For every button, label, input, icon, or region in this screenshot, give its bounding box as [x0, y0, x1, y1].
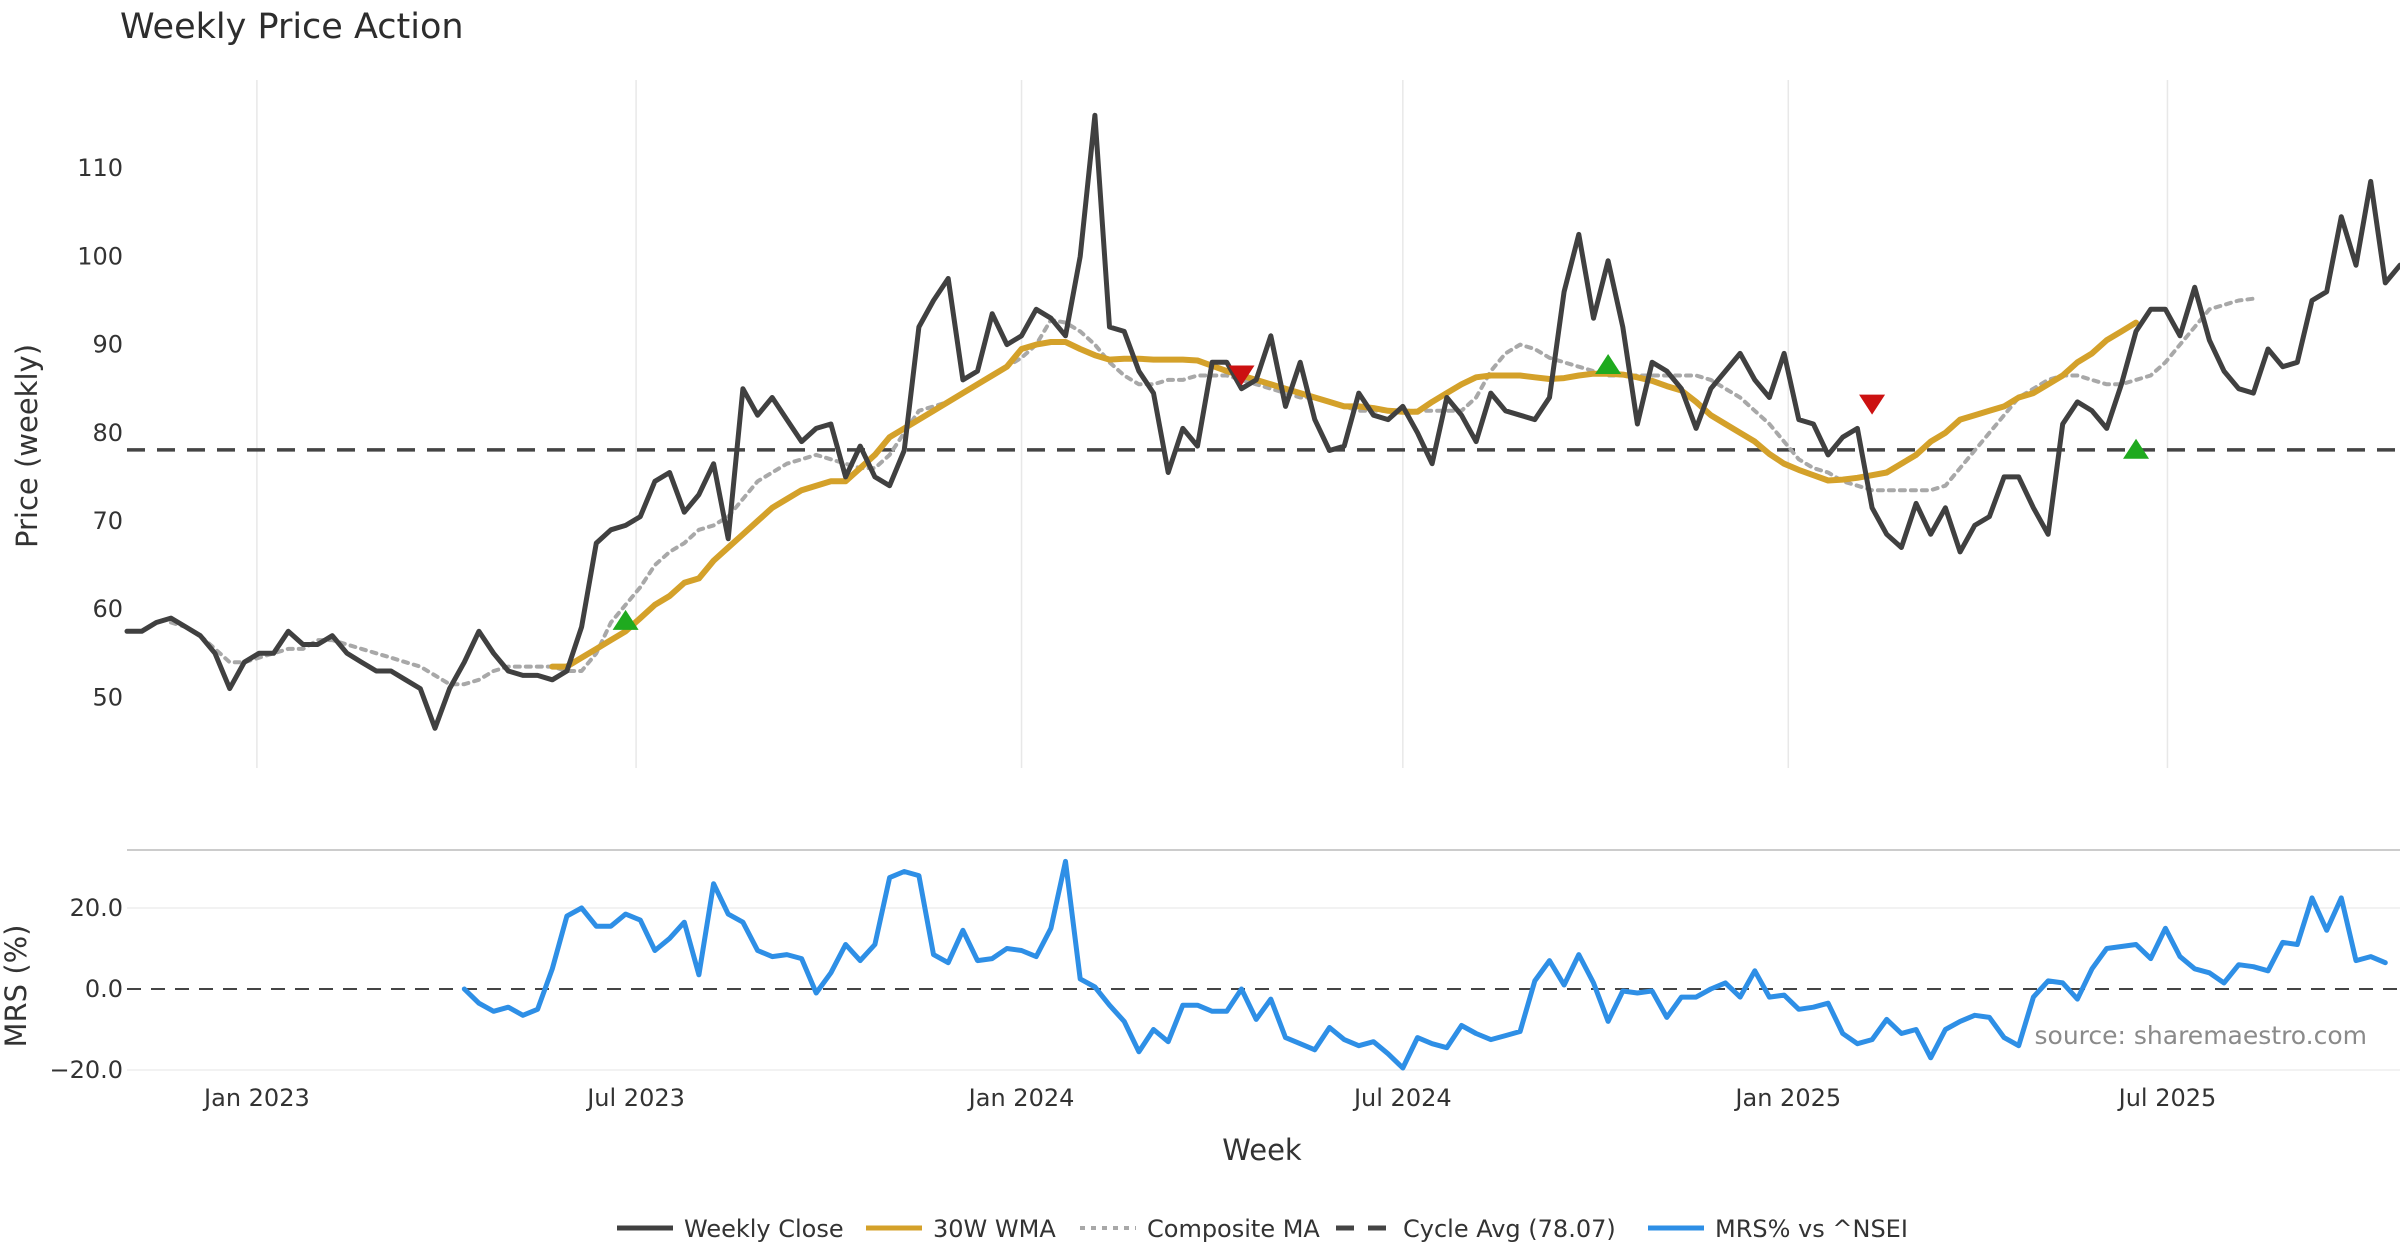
x-tick-label: Jan 2025 [1733, 1084, 1841, 1112]
mrs-panel: 20.0 0.0 −20.0 MRS (%) source: sharemaestr… [0, 858, 2400, 1084]
legend-label: Composite MA [1147, 1215, 1320, 1243]
x-axis-label: Week [1222, 1133, 1302, 1167]
x-tick-label: Jan 2023 [202, 1084, 310, 1112]
legend-label: MRS% vs ^NSEI [1715, 1215, 1908, 1243]
legend-label: 30W WMA [933, 1215, 1056, 1243]
price-y-tick-label: 70 [92, 507, 123, 535]
series-composite-ma [169, 296, 2256, 687]
price-y-ticks: 50 60 70 80 90 100 110 [77, 154, 123, 711]
series-weekly-close [124, 112, 2400, 731]
buy-signal-marker [1595, 354, 1622, 375]
price-y-tick-label: 60 [92, 595, 123, 623]
mrs-y-ticks: 20.0 0.0 −20.0 [49, 894, 123, 1084]
signal-markers [612, 354, 2150, 630]
buy-signal-marker [2123, 438, 2150, 459]
mrs-y-axis-label: MRS (%) [0, 925, 33, 1048]
price-y-tick-label: 80 [92, 419, 123, 447]
x-tick-label: Jul 2024 [1352, 1084, 1452, 1112]
mrs-series-group [461, 858, 2388, 1071]
price-y-tick-label: 110 [77, 154, 123, 182]
price-panel: 50 60 70 80 90 100 110 Price (weekly) [10, 80, 2400, 768]
mrs-y-tick-label: −20.0 [49, 1056, 123, 1084]
price-gridlines [256, 80, 2169, 768]
x-tick-label: Jan 2024 [967, 1084, 1075, 1112]
sell-signal-marker [1228, 365, 1255, 386]
sell-signal-marker [1859, 394, 1886, 415]
series-30w-wma [549, 319, 2139, 670]
legend: Weekly Close 30W WMA Composite MA Cycle Avg… [617, 1215, 1908, 1243]
mrs-y-tick-label: 0.0 [85, 975, 123, 1003]
x-axis-ticks: Jan 2023 Jul 2023 Jan 2024 Jul 2024 Jan 2025… [202, 1084, 2216, 1112]
source-annotation: source: sharemaestro.com [2035, 1021, 2368, 1050]
x-tick-label: Jul 2025 [2117, 1084, 2217, 1112]
mrs-gridlines [127, 907, 2400, 1071]
legend-label: Weekly Close [684, 1215, 844, 1243]
buy-signal-marker [612, 609, 639, 630]
x-tick-label: Jul 2023 [585, 1084, 685, 1112]
price-y-axis-label: Price (weekly) [10, 344, 44, 548]
price-y-tick-label: 100 [77, 242, 123, 270]
price-y-tick-label: 50 [92, 683, 123, 711]
price-series-group [124, 112, 2400, 731]
price-y-tick-label: 90 [92, 331, 123, 359]
series-mrs-vs-nsei [461, 858, 2388, 1071]
mrs-y-tick-label: 20.0 [70, 894, 123, 922]
legend-label: Cycle Avg (78.07) [1403, 1215, 1616, 1243]
chart-title: Weekly Price Action [120, 7, 464, 47]
